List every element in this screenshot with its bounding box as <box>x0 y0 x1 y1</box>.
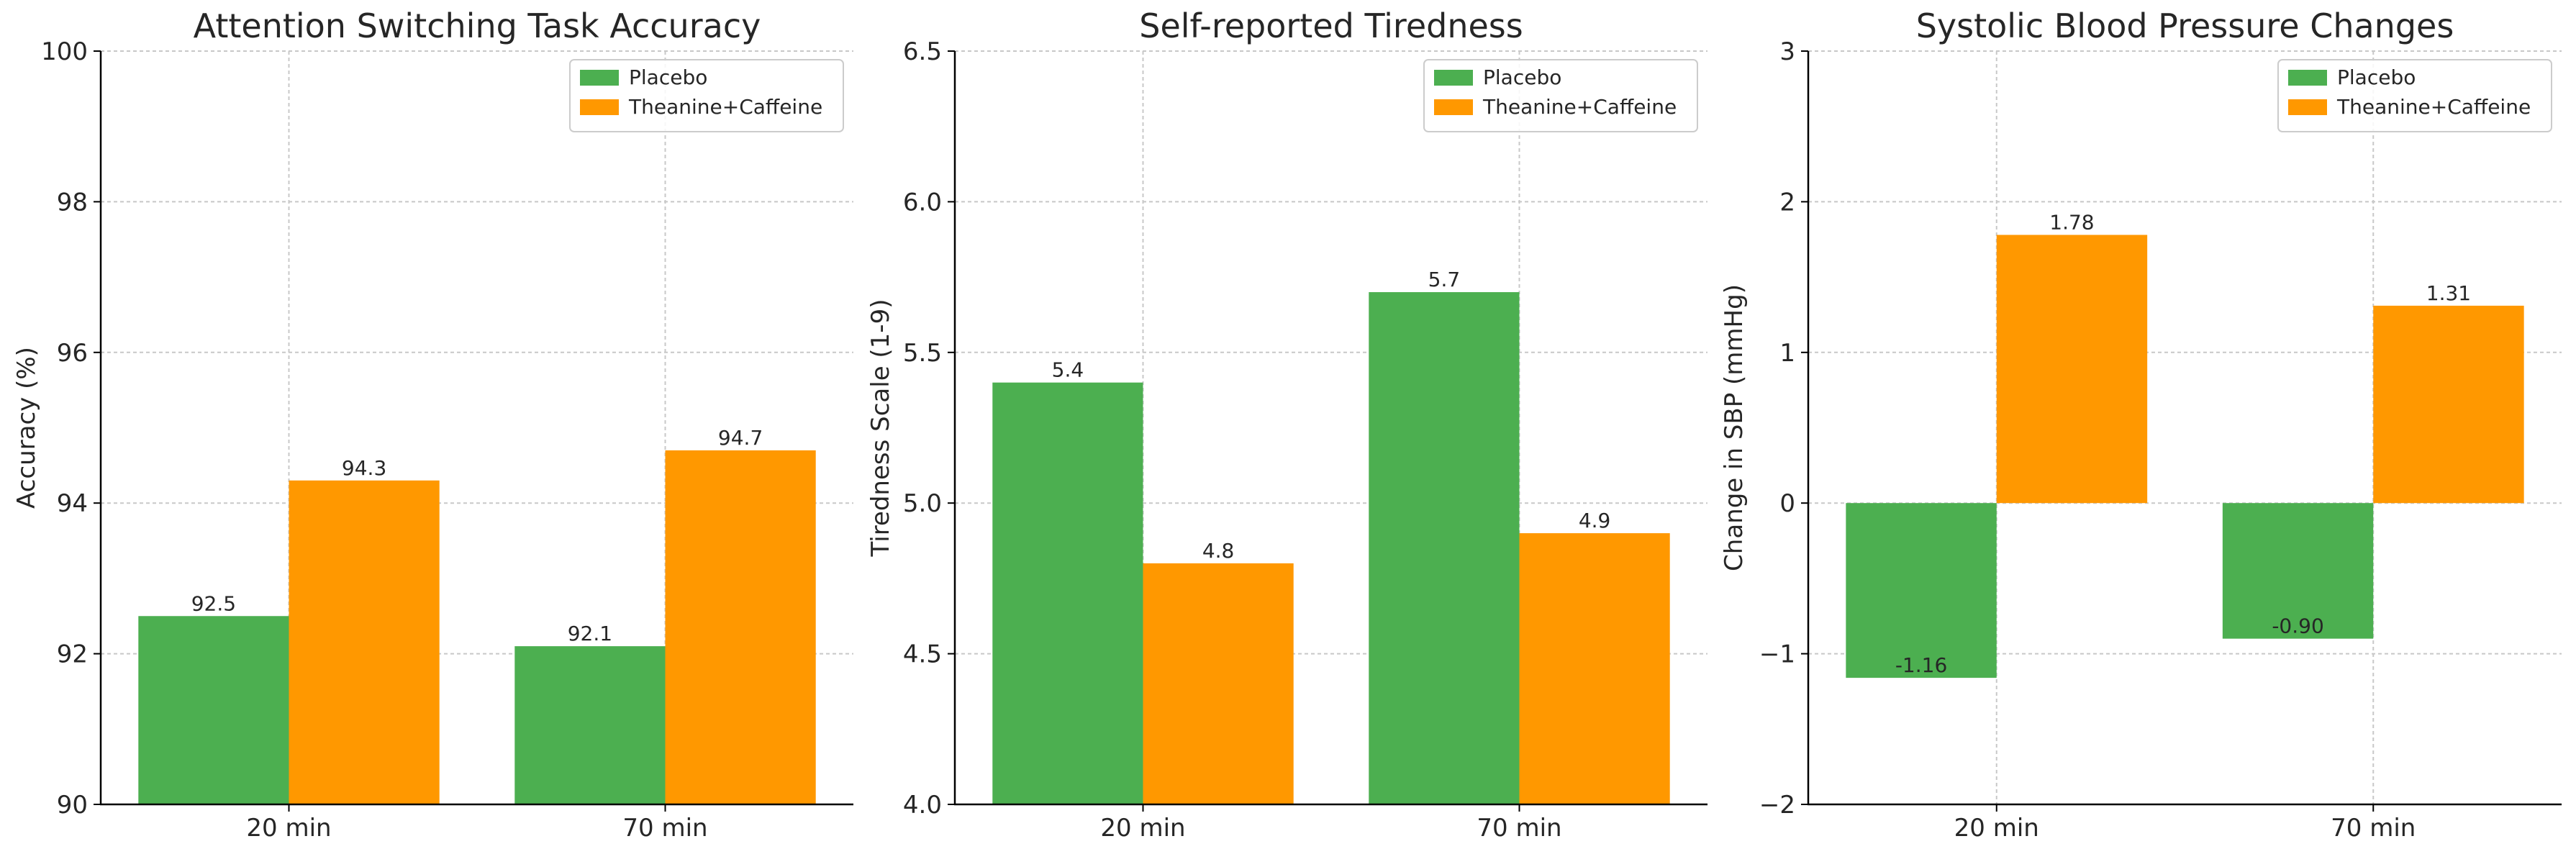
bar-theanine-caffeine-20-min <box>1143 563 1294 804</box>
legend: Placebo Theanine+Caffeine <box>569 59 844 132</box>
legend-swatch <box>2288 70 2327 86</box>
legend-label: Placebo <box>1483 65 1561 89</box>
legend-box <box>2277 59 2552 132</box>
bar-placebo-70-min <box>514 646 666 804</box>
bar-value-label: -1.16 <box>1895 653 1947 677</box>
chart-title: Attention Switching Task Accuracy <box>194 6 761 45</box>
y-tick-label: −2 <box>1759 791 1795 820</box>
y-tick-label: 100 <box>41 37 88 66</box>
bar-value-label: 92.1 <box>568 622 612 645</box>
y-tick-label: −1 <box>1759 640 1795 669</box>
legend-swatch <box>2288 99 2327 115</box>
y-tick-label: 94 <box>57 489 88 518</box>
legend-swatch <box>580 70 619 86</box>
bar-theanine-caffeine-70-min <box>665 450 816 804</box>
bar-placebo-20-min <box>1846 503 1997 678</box>
legend-label: Theanine+Caffeine <box>2336 95 2531 119</box>
chart-title: Self-reported Tiredness <box>1139 6 1523 45</box>
y-tick-label: 92 <box>57 640 88 669</box>
x-tick-label: 70 min <box>2331 814 2416 843</box>
legend-swatch <box>580 99 619 115</box>
y-tick-label: 2 <box>1779 188 1795 217</box>
y-axis-label: Accuracy (%) <box>12 347 41 509</box>
bar-value-label: 1.31 <box>2426 281 2471 305</box>
bar-value-label: 94.3 <box>342 456 386 480</box>
chart-panel-3: -1.16 -0.90 1.78 1.31 −2 −1 0 1 2 3 20 min 70 min Sy… <box>1720 6 2562 843</box>
y-tick-label: 6.0 <box>903 188 942 217</box>
legend-label: Placebo <box>2337 65 2416 89</box>
y-tick-label: 5.5 <box>903 339 942 368</box>
y-tick-label: 96 <box>57 339 88 368</box>
bar-value-label: 92.5 <box>191 591 236 615</box>
x-tick-label: 20 min <box>1954 814 2039 843</box>
bar-placebo-20-min <box>138 616 289 804</box>
legend-box <box>569 59 844 132</box>
bar-value-label: 94.7 <box>718 426 763 450</box>
x-tick-label: 20 min <box>1100 814 1185 843</box>
y-tick-label: 98 <box>57 188 88 217</box>
bar-placebo-20-min <box>992 382 1143 804</box>
y-axis-label: Tiredness Scale (1-9) <box>866 299 895 558</box>
bar-value-label: 5.4 <box>1052 358 1084 382</box>
legend-swatch <box>1434 70 1473 86</box>
y-tick-label: 4.0 <box>903 791 942 820</box>
y-tick-label: 90 <box>57 791 88 820</box>
y-axis-label: Change in SBP (mmHg) <box>1720 284 1749 571</box>
bar-placebo-70-min <box>2222 503 2374 639</box>
bar-theanine-caffeine-20-min <box>1996 235 2148 504</box>
bar-value-label: -0.90 <box>2272 614 2323 638</box>
chart-panel-1: 92.5 92.1 94.3 94.7 90 92 94 96 98 100 20 min 70 mi… <box>12 6 853 843</box>
bar-placebo-70-min <box>1369 292 1520 804</box>
y-tick-label: 0 <box>1779 489 1795 518</box>
legend-swatch <box>1434 99 1473 115</box>
legend: Placebo Theanine+Caffeine <box>1423 59 1698 132</box>
legend-label: Placebo <box>629 65 707 89</box>
legend-label: Theanine+Caffeine <box>628 95 822 119</box>
y-tick-label: 4.5 <box>903 640 942 669</box>
bar-value-label: 4.8 <box>1202 539 1235 563</box>
bar-theanine-caffeine-70-min <box>2373 305 2524 504</box>
bar-theanine-caffeine-20-min <box>289 480 440 804</box>
x-tick-label: 20 min <box>246 814 331 843</box>
bar-value-label: 5.7 <box>1428 268 1461 291</box>
legend-box <box>1423 59 1698 132</box>
bar-value-label: 1.78 <box>2049 210 2094 234</box>
x-tick-label: 70 min <box>1477 814 1561 843</box>
y-tick-label: 1 <box>1779 339 1795 368</box>
chart-title: Systolic Blood Pressure Changes <box>1916 6 2454 45</box>
y-tick-label: 5.0 <box>903 489 942 518</box>
bar-theanine-caffeine-70-min <box>1519 533 1670 804</box>
legend: Placebo Theanine+Caffeine <box>2277 59 2552 132</box>
x-tick-label: 70 min <box>622 814 707 843</box>
chart-panel-2: 5.4 5.7 4.8 4.9 4.0 4.5 5.0 5.5 6.0 6.5 20 min 70 m… <box>866 6 1707 843</box>
legend-label: Theanine+Caffeine <box>1482 95 1677 119</box>
y-tick-label: 6.5 <box>903 37 942 66</box>
bar-value-label: 4.9 <box>1579 509 1611 532</box>
y-tick-label: 3 <box>1779 37 1795 66</box>
